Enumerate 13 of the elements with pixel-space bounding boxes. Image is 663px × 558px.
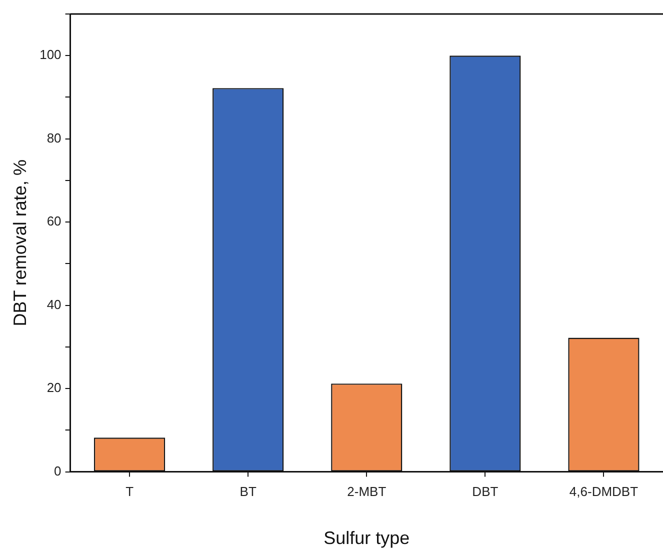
y-tick-label: 100 bbox=[40, 47, 62, 62]
x-tick-label: 4,6-DMDBT bbox=[569, 484, 638, 500]
y-tick-label: 0 bbox=[54, 463, 62, 478]
y-tick-label: 60 bbox=[46, 214, 62, 229]
x-tick-label: DBT bbox=[472, 484, 498, 500]
y-tick-label: 80 bbox=[46, 130, 62, 146]
y-tick-label: 40 bbox=[46, 296, 62, 312]
y-tick-label: 20 bbox=[46, 380, 62, 396]
x-tick-label: T bbox=[126, 484, 134, 500]
x-tick-label: BT bbox=[240, 484, 256, 500]
x-tick-label: 2-MBT bbox=[347, 484, 386, 500]
y-axis-title: DBT removal rate, % bbox=[10, 160, 30, 326]
x-axis-title: Sulfur type bbox=[324, 528, 410, 548]
